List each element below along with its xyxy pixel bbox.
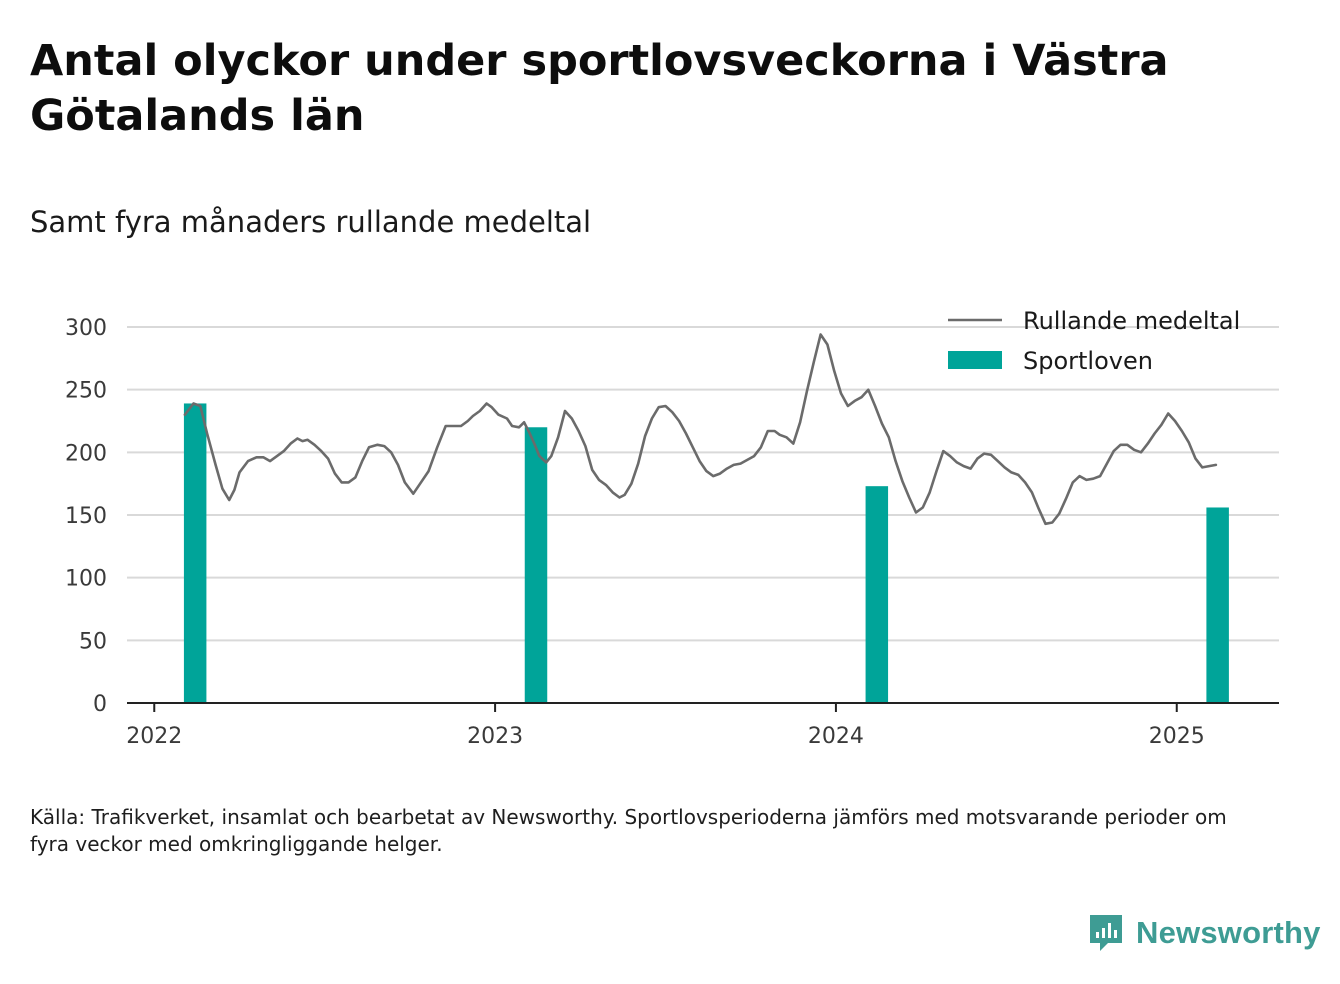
x-tick-label: 2023	[467, 724, 523, 749]
gridlines	[127, 326, 1279, 642]
legend-bar-swatch	[948, 351, 1002, 369]
chart-title: Antal olyckor under sportlovsveckorna i …	[30, 36, 1169, 141]
line-series	[183, 333, 1218, 526]
newsworthy-logo-icon	[1090, 915, 1122, 951]
chart-subtitle: Samt fyra månaders rullande medeltal	[30, 205, 592, 239]
bar-sportloven	[524, 427, 548, 703]
y-tick-label: 250	[65, 379, 107, 404]
bar-series	[183, 403, 1229, 703]
y-tick-label: 0	[93, 692, 107, 717]
y-tick-label: 200	[65, 441, 107, 466]
legend: Rullande medeltal Sportloven	[948, 307, 1240, 375]
axes: 0 50 100 150 200 250 300 2022 2023 2024 2025	[65, 316, 1279, 749]
y-tick-label: 300	[65, 316, 107, 341]
legend-label-line: Rullande medeltal	[1023, 307, 1240, 335]
bar-sportloven	[1206, 507, 1229, 703]
x-tick-label: 2024	[808, 724, 864, 749]
bar-sportloven	[183, 403, 207, 703]
source-note: Källa: Trafikverket, insamlat och bearbe…	[30, 805, 1227, 856]
line-rullande-medeltal	[183, 333, 1218, 526]
y-tick-label: 100	[65, 567, 107, 592]
legend-label-bar: Sportloven	[1023, 347, 1153, 375]
brand-name: Newsworthy	[1136, 915, 1321, 950]
x-tick-label: 2022	[126, 724, 182, 749]
bar-sportloven	[865, 486, 889, 703]
y-tick-label: 150	[65, 504, 107, 529]
y-tick-label: 50	[79, 629, 107, 654]
chart-area: 0 50 100 150 200 250 300 2022 2023 2024 2025 Rulla…	[65, 307, 1279, 749]
brand-logo[interactable]: Newsworthy	[1088, 910, 1321, 956]
x-tick-label: 2025	[1149, 724, 1205, 749]
